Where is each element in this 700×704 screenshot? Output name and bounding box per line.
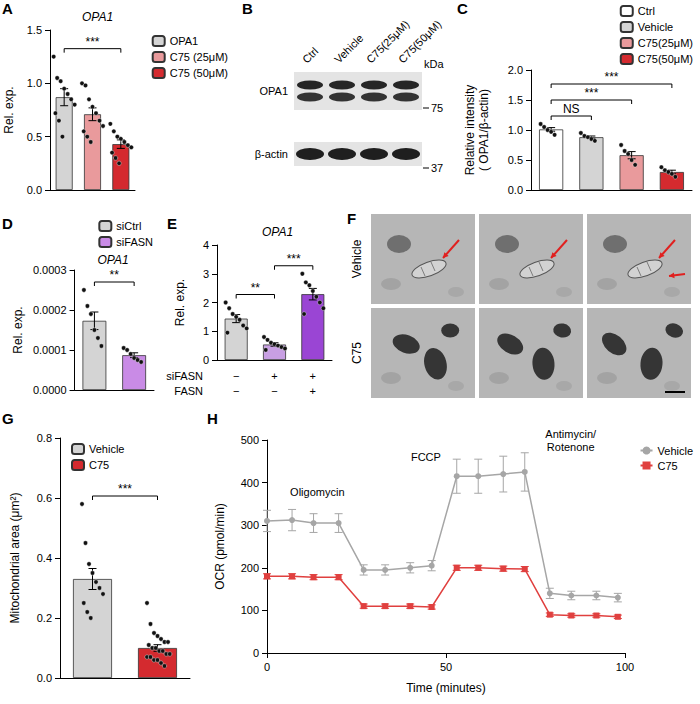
svg-text:Ctrl: Ctrl — [638, 5, 655, 17]
svg-text:0.2: 0.2 — [37, 612, 52, 624]
svg-text:0.5: 0.5 — [508, 154, 523, 166]
svg-text:0.0000: 0.0000 — [33, 384, 67, 396]
html-text:G: G — [2, 410, 14, 427]
svg-text:Vehicle: Vehicle — [89, 443, 124, 455]
html-text:F: F — [347, 210, 357, 227]
svg-text:100: 100 — [241, 604, 259, 616]
svg-text:2: 2 — [203, 297, 209, 309]
svg-text:1.5: 1.5 — [27, 24, 42, 36]
svg-text:75: 75 — [431, 102, 443, 114]
svg-text:0.0: 0.0 — [37, 672, 52, 684]
svg-text:***: *** — [118, 482, 132, 496]
svg-text:+: + — [310, 370, 316, 382]
svg-text:Ctrl: Ctrl — [300, 45, 321, 66]
svg-text:kDa: kDa — [424, 58, 444, 70]
svg-text:2.0: 2.0 — [508, 64, 523, 76]
svg-text:Antimycin/: Antimycin/ — [545, 428, 597, 440]
svg-text:1.0: 1.0 — [508, 124, 523, 136]
html-text:A: A — [2, 0, 13, 17]
svg-text:Vehicle: Vehicle — [638, 21, 673, 33]
svg-text:1: 1 — [203, 325, 209, 337]
svg-text:NS: NS — [563, 102, 580, 116]
svg-text:Oligomycin: Oligomycin — [290, 486, 344, 498]
svg-text:50: 50 — [440, 661, 452, 673]
svg-text:OPA1: OPA1 — [82, 10, 113, 24]
svg-text:Rel. exp.: Rel. exp. — [2, 86, 16, 133]
html-text:C: C — [457, 0, 468, 17]
svg-text:0.0002: 0.0002 — [33, 304, 67, 316]
svg-text:500: 500 — [241, 434, 259, 446]
svg-text:β-actin: β-actin — [255, 148, 288, 160]
svg-text:0: 0 — [203, 354, 209, 366]
svg-text:C75(25μM): C75(25μM) — [363, 17, 412, 66]
svg-text:C75(50μM): C75(50μM) — [395, 17, 444, 66]
svg-text:0.0: 0.0 — [508, 184, 523, 196]
svg-text:−: − — [271, 385, 277, 397]
svg-text:100: 100 — [616, 661, 634, 673]
svg-text:C75 (50μM): C75 (50μM) — [170, 67, 228, 79]
svg-text:200: 200 — [241, 562, 259, 574]
svg-text:( OPA1/β-actin): ( OPA1/β-actin) — [477, 89, 491, 171]
svg-text:0.0001: 0.0001 — [33, 344, 67, 356]
svg-text:0: 0 — [264, 661, 270, 673]
svg-text:+: + — [271, 370, 277, 382]
svg-text:FASN: FASN — [174, 385, 203, 397]
svg-text:0: 0 — [253, 647, 259, 659]
svg-text:Vehicle: Vehicle — [658, 445, 693, 457]
svg-text:−: − — [233, 370, 239, 382]
svg-text:***: *** — [287, 252, 301, 266]
svg-text:***: *** — [604, 70, 618, 84]
html-text:H: H — [207, 410, 218, 427]
svg-text:0.8: 0.8 — [37, 432, 52, 444]
svg-text:**: ** — [251, 281, 261, 295]
svg-text:***: *** — [584, 86, 598, 100]
svg-text:1.5: 1.5 — [508, 94, 523, 106]
svg-text:C75(50μM): C75(50μM) — [638, 53, 693, 65]
svg-text:C75(25μM): C75(25μM) — [638, 37, 693, 49]
svg-text:1.0: 1.0 — [27, 77, 42, 89]
svg-text:4: 4 — [203, 239, 209, 251]
svg-text:Mitochondrial area (μm²): Mitochondrial area (μm²) — [8, 493, 22, 624]
svg-text:0.4: 0.4 — [37, 552, 52, 564]
svg-text:siFASN: siFASN — [116, 236, 153, 248]
html-text:B: B — [242, 0, 253, 17]
svg-text:C75: C75 — [350, 342, 364, 364]
svg-text:Vehicle: Vehicle — [332, 32, 366, 66]
svg-text:OCR (pmol/min): OCR (pmol/min) — [213, 503, 227, 590]
svg-text:C75: C75 — [658, 460, 678, 472]
svg-text:−: − — [233, 385, 239, 397]
svg-text:siFASN: siFASN — [166, 370, 203, 382]
svg-text:300: 300 — [241, 519, 259, 531]
svg-text:Time (minutes): Time (minutes) — [406, 681, 486, 695]
svg-text:FCCP: FCCP — [411, 451, 441, 463]
svg-text:C75: C75 — [89, 459, 109, 471]
svg-text:Vehicle: Vehicle — [350, 239, 364, 278]
svg-text:37: 37 — [431, 162, 443, 174]
svg-text:OPA1: OPA1 — [259, 85, 288, 97]
svg-text:0.5: 0.5 — [27, 131, 42, 143]
html-text:E: E — [167, 215, 177, 232]
svg-text:***: *** — [85, 35, 99, 49]
html-text:D: D — [2, 215, 13, 232]
svg-text:0.6: 0.6 — [37, 492, 52, 504]
svg-text:siCtrl: siCtrl — [116, 220, 141, 232]
svg-text:3: 3 — [203, 268, 209, 280]
svg-text:C75 (25μM): C75 (25μM) — [170, 51, 228, 63]
svg-text:0.0: 0.0 — [27, 184, 42, 196]
svg-text:+: + — [310, 385, 316, 397]
svg-text:Rel. exp.: Rel. exp. — [173, 279, 187, 326]
svg-text:**: ** — [110, 268, 120, 282]
svg-text:0.0003: 0.0003 — [33, 264, 67, 276]
svg-text:Rel. exp.: Rel. exp. — [11, 306, 25, 353]
svg-text:400: 400 — [241, 477, 259, 489]
svg-text:Relative intensity: Relative intensity — [463, 85, 477, 176]
svg-text:OPA1: OPA1 — [262, 225, 293, 239]
svg-text:OPA1: OPA1 — [170, 35, 199, 47]
svg-text:Rotenone: Rotenone — [547, 441, 595, 453]
svg-text:OPA1: OPA1 — [97, 253, 128, 267]
